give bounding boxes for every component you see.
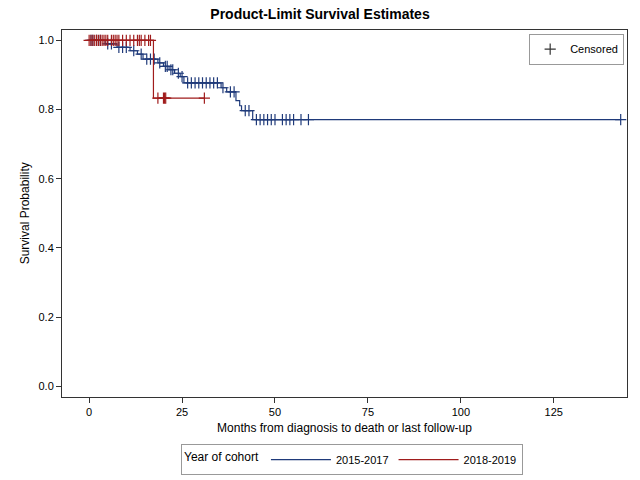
svg-text:25: 25: [176, 406, 188, 418]
svg-text:1.0: 1.0: [39, 34, 54, 46]
svg-text:50: 50: [269, 406, 281, 418]
svg-text:0.4: 0.4: [39, 242, 54, 254]
svg-text:100: 100: [452, 406, 470, 418]
svg-text:0.0: 0.0: [39, 380, 54, 392]
svg-text:Survival Probability: Survival Probability: [18, 162, 32, 264]
svg-text:Months from diagnosis to death: Months from diagnosis to death or last f…: [217, 421, 472, 435]
svg-text:2015-2017: 2015-2017: [336, 454, 389, 466]
svg-text:Censored: Censored: [570, 43, 618, 55]
svg-text:0.8: 0.8: [39, 103, 54, 115]
svg-text:Year of cohort: Year of cohort: [184, 450, 259, 464]
svg-text:0.6: 0.6: [39, 173, 54, 185]
svg-text:2018-2019: 2018-2019: [464, 454, 517, 466]
svg-text:125: 125: [545, 406, 563, 418]
svg-text:0.2: 0.2: [39, 311, 54, 323]
svg-text:0: 0: [86, 406, 92, 418]
svg-text:Product-Limit Survival Estimat: Product-Limit Survival Estimates: [210, 6, 430, 22]
svg-text:75: 75: [362, 406, 374, 418]
